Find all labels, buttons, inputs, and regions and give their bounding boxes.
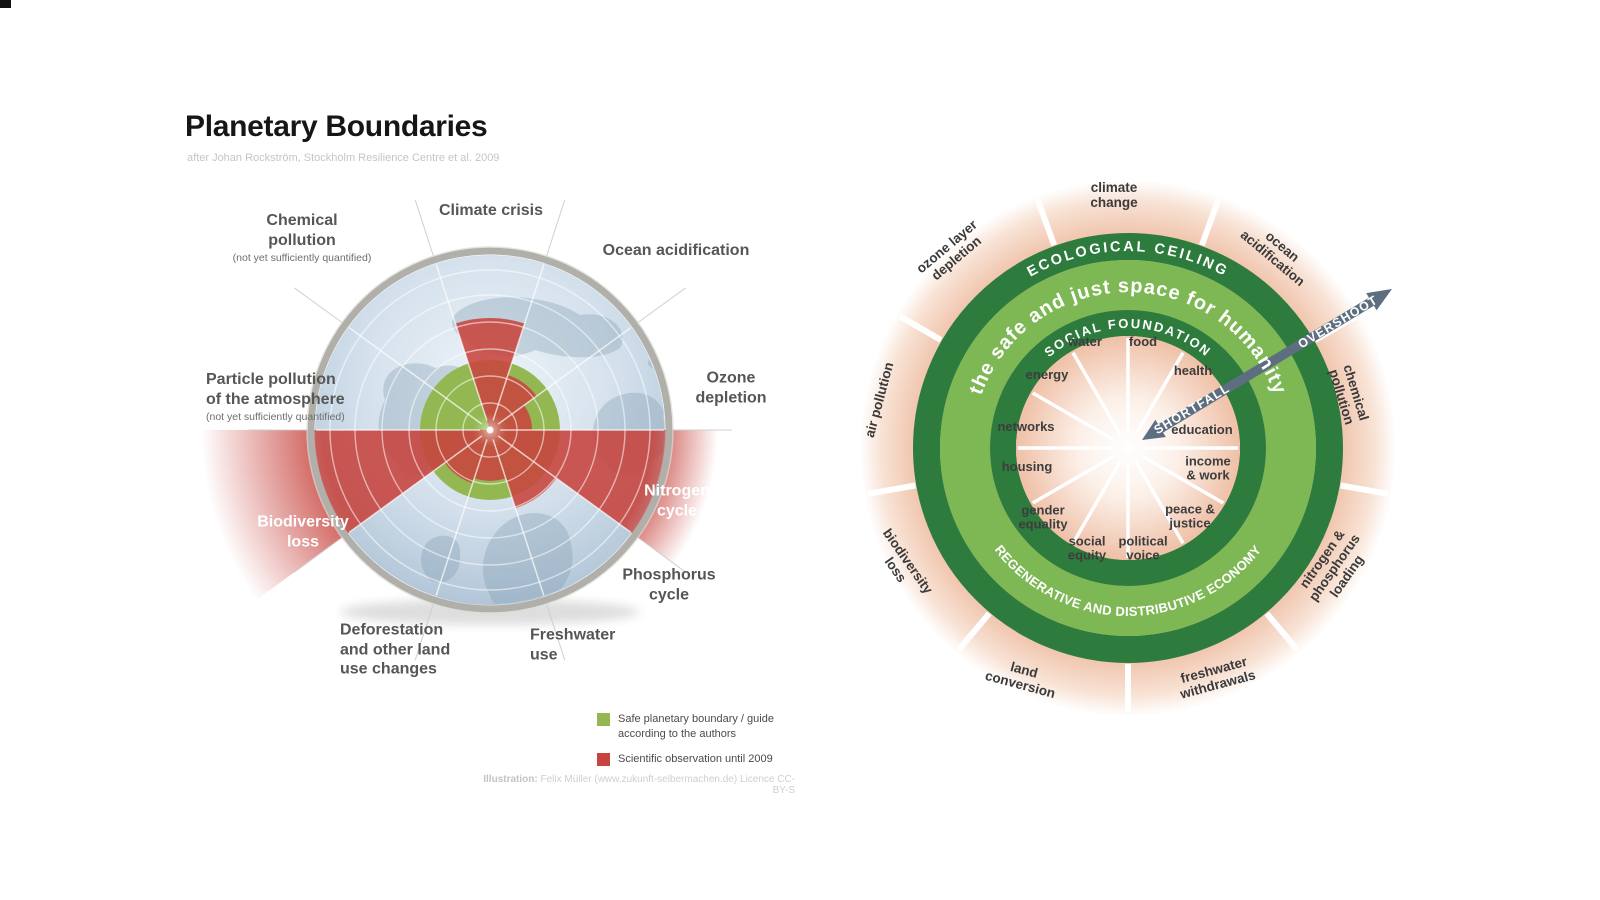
doughnut-economics-figure: SHORTFALL OVERSHOOT ECOLOGICAL CEILING t… (850, 160, 1420, 750)
sector-label-phosphorus-cycle: Phosphorus cycle (622, 566, 716, 603)
inner-label-education: education (1171, 421, 1233, 437)
divider-line (897, 313, 943, 343)
sector-label-particle-pollution: Particle pollution of the atmosphere (not… (206, 371, 345, 424)
divider-line (1134, 461, 1185, 545)
divider-line (414, 603, 434, 661)
sector-label-ozone-depletion: Ozone depletion (695, 369, 767, 406)
divider-line (637, 287, 687, 323)
divider-line (1071, 351, 1122, 435)
observation-wedges (201, 318, 718, 600)
legend: Safe planetary boundary / guide accordin… (597, 712, 774, 777)
divider-line (435, 264, 488, 421)
wedge-deforestation (444, 430, 490, 484)
sector-note: (not yet sufficiently quantified) (232, 252, 372, 265)
inner-label-income-work: income & work (1185, 453, 1231, 483)
social-foundation-ring (990, 310, 1266, 586)
sector-divider-lines (248, 199, 732, 661)
divider-line (867, 482, 916, 497)
overshoot-arrowhead (1366, 289, 1392, 311)
sector-label-chemical-pollution: Chemical pollution (not yet sufficiently … (232, 212, 372, 265)
inner-label-gender-equality: gender equality (1018, 502, 1068, 532)
screen-corner-artifact (0, 0, 11, 8)
safe-space-ring (940, 260, 1316, 636)
divider-line (1034, 198, 1057, 247)
inner-segment-dividers (1018, 338, 1238, 558)
doughnut-diagram: SHORTFALL OVERSHOOT ECOLOGICAL CEILING t… (860, 180, 1396, 716)
figure-subtitle: after Johan Rockström, Stockholm Resilie… (187, 152, 500, 164)
outer-label-climate-change: climate change (1090, 180, 1138, 210)
shortfall-arrowhead (1142, 419, 1166, 440)
inner-label-housing: housing (1001, 458, 1053, 474)
divider-line (1031, 391, 1115, 442)
divider-line (1134, 351, 1185, 435)
globe-rim (307, 247, 673, 613)
inner-label-networks: networks (997, 418, 1055, 434)
ecological-ceiling-ring (913, 233, 1343, 663)
inner-label-water: water (1068, 333, 1102, 349)
inner-label-energy: energy (1025, 366, 1069, 382)
sector-label-nitrogen-cycle: Nitrogen cycle (644, 482, 710, 519)
divider-line (1141, 454, 1225, 505)
divider-line (492, 439, 545, 596)
divider-line (497, 327, 632, 425)
shortfall-overshoot-arrow (1142, 289, 1392, 440)
inner-label-political-voice: political voice (1118, 533, 1168, 563)
sector-label-deforestation: Deforestation and other land use changes (340, 621, 451, 678)
divider-line (293, 287, 343, 323)
figure-title: Planetary Boundaries (185, 110, 488, 143)
divider-line (546, 603, 566, 661)
planetary-boundaries-chart (201, 199, 732, 661)
doughnut-hole (1016, 336, 1240, 560)
sector-label-ocean-acidification: Ocean acidification (602, 242, 750, 260)
sector-label-freshwater-use: Freshwater use (530, 626, 616, 663)
wedge-biodiversity (201, 430, 491, 600)
sector-note: (not yet sufficiently quantified) (206, 411, 345, 424)
divider-line (1264, 611, 1300, 653)
divider-line (348, 327, 483, 425)
sector-label-biodiversity-loss: Biodiversity loss (257, 513, 349, 550)
divider-line (414, 199, 434, 257)
illustration-credit: Illustration: Felix Müller (www.zukunft-… (483, 774, 795, 796)
inner-label-health: health (1173, 362, 1213, 378)
inner-label-food: food (1128, 333, 1158, 349)
divider-line (293, 537, 343, 573)
divider-line (492, 264, 545, 421)
divider-line (956, 611, 992, 653)
globe-rim-outer-edge (306, 246, 674, 614)
wedge-ozone (490, 405, 532, 430)
wedge-phosphorus (490, 430, 557, 509)
chart-center-dot (486, 426, 494, 434)
divider-line (637, 537, 687, 573)
divider-line (348, 435, 483, 533)
divider-line (497, 435, 632, 533)
wedge-nitrogen (490, 430, 718, 564)
planetary-boundaries-figure: Planetary Boundaries after Johan Rockstr… (180, 100, 840, 830)
legend-item-safe-boundary: Safe planetary boundary / guide accordin… (597, 712, 774, 742)
divider-line (1340, 482, 1389, 497)
sector-label-climate-crisis: Climate crisis (438, 202, 544, 220)
wedge-freshwater (474, 430, 506, 481)
divider-line (1199, 198, 1222, 247)
inner-label-social-equity: social equity (1067, 533, 1107, 563)
legend-swatch-green (597, 713, 610, 726)
divider-line (546, 199, 566, 257)
divider-line (1031, 454, 1115, 505)
divider-line (1071, 461, 1122, 545)
divider-line (435, 439, 488, 596)
wedge-climate (455, 318, 525, 430)
legend-swatch-red (597, 752, 610, 766)
legend-item-observation: Scientific observation until 2009 (597, 752, 774, 767)
inner-label-peace-justice: peace & justice (1165, 501, 1215, 531)
